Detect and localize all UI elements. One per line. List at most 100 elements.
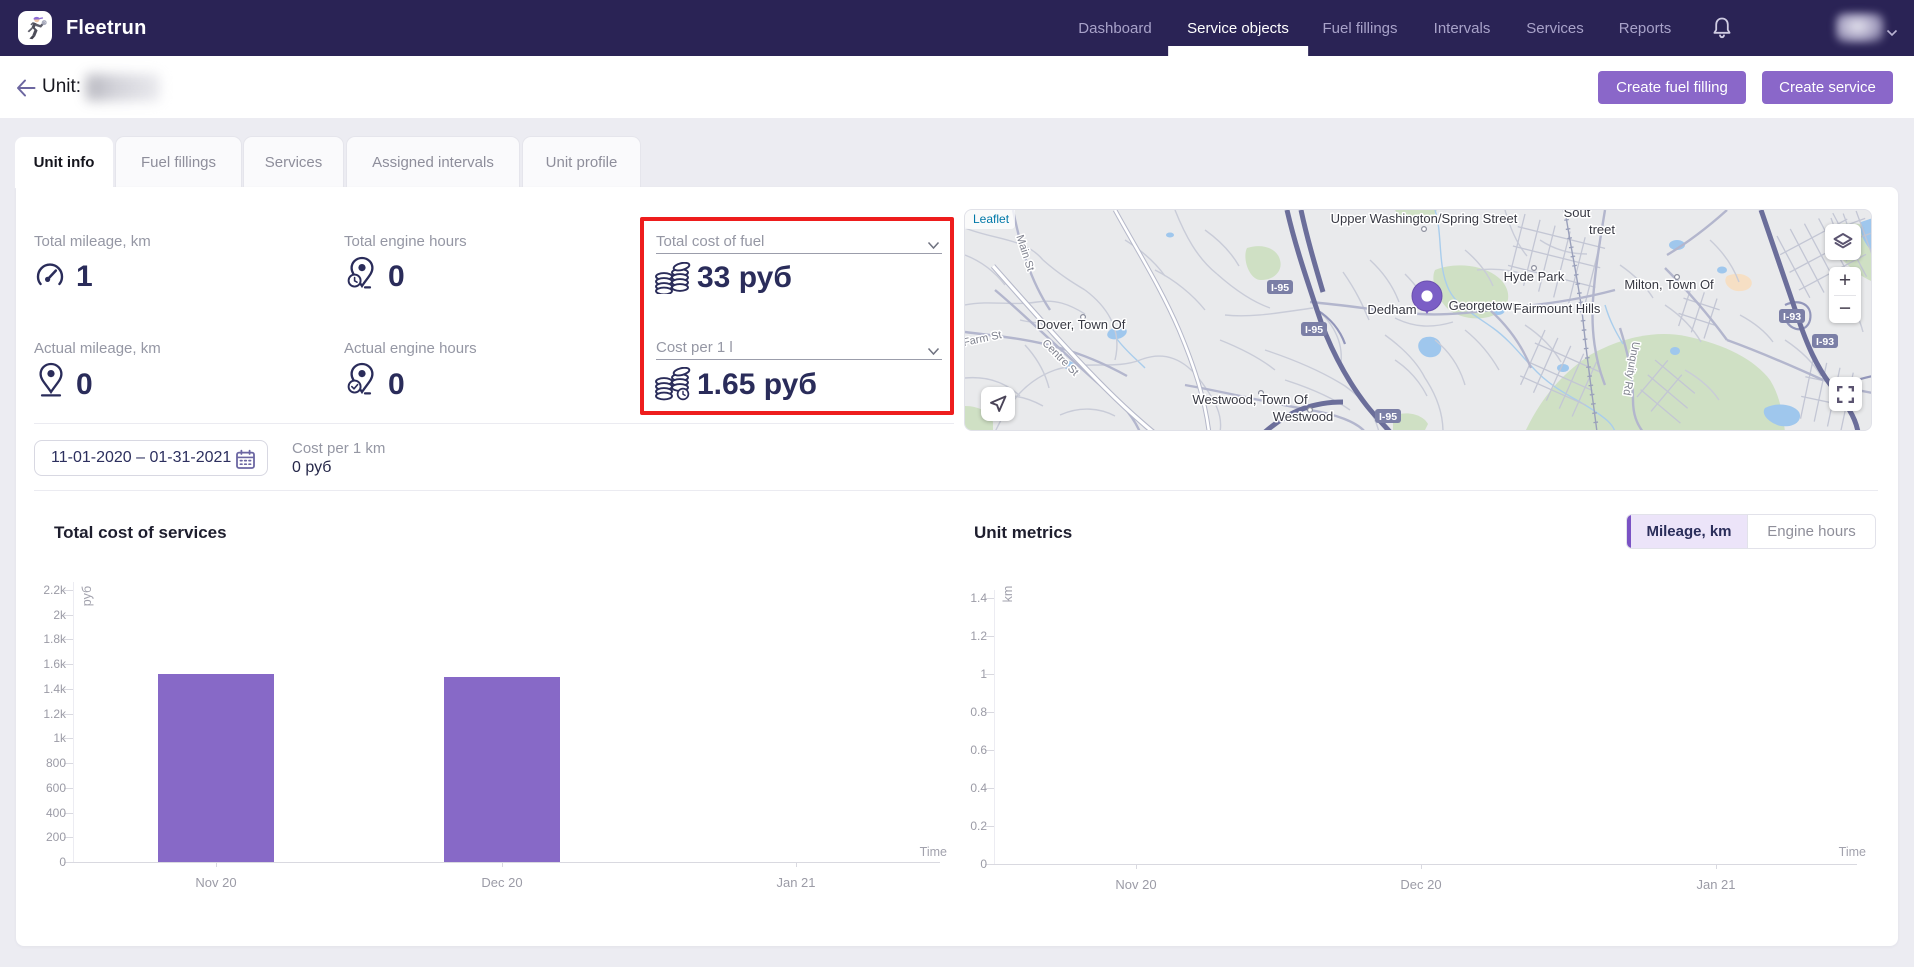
y-axis-name: km bbox=[1001, 585, 1015, 603]
fleetrun-logo-icon[interactable] bbox=[18, 11, 52, 45]
svg-text:I-95: I-95 bbox=[1271, 282, 1289, 294]
svg-text:Hyde Park: Hyde Park bbox=[1504, 269, 1565, 284]
map-locate-button[interactable] bbox=[981, 387, 1015, 421]
chart-title-services: Total cost of services bbox=[54, 523, 227, 542]
toggle-engine-hours[interactable]: Engine hours bbox=[1747, 515, 1875, 548]
x-axis-line bbox=[994, 864, 1857, 865]
metric-label: Actual mileage, km bbox=[34, 340, 161, 357]
fuel-select-label[interactable]: Total cost of fuel bbox=[656, 233, 765, 250]
y-tick-label: 2k bbox=[53, 608, 66, 622]
page-title: Unit: bbox=[42, 76, 82, 97]
tab-assigned-intervals[interactable]: Assigned intervals bbox=[347, 137, 519, 187]
svg-text:treet: treet bbox=[1589, 222, 1615, 237]
metric-value: 0 bbox=[388, 368, 405, 401]
map-tiles: I-95 I-95 I-95 I-93 I-93 Upper Washingto… bbox=[965, 210, 1871, 430]
tab-unit-info[interactable]: Unit info bbox=[15, 137, 113, 188]
y-tick-label: 1.4 bbox=[970, 591, 987, 605]
svg-text:Sout: Sout bbox=[1564, 210, 1591, 220]
calendar-icon[interactable] bbox=[235, 449, 256, 475]
nav-dashboard[interactable]: Dashboard bbox=[1078, 19, 1152, 37]
svg-text:Dedham: Dedham bbox=[1367, 302, 1416, 317]
y-axis-tick bbox=[985, 598, 994, 599]
x-axis-tick bbox=[1136, 864, 1137, 869]
tab-unit-profile[interactable]: Unit profile bbox=[523, 137, 640, 187]
y-tick-label: 600 bbox=[45, 781, 66, 795]
back-arrow-icon[interactable] bbox=[15, 77, 37, 99]
y-axis-tick bbox=[985, 712, 994, 713]
y-axis-tick bbox=[64, 738, 73, 740]
svg-text:Fairmount Hills: Fairmount Hills bbox=[1514, 301, 1601, 316]
create-service-button[interactable]: Create service bbox=[1762, 71, 1893, 104]
x-tick-label: Dec 20 bbox=[1400, 877, 1442, 892]
svg-text:I-95: I-95 bbox=[1379, 411, 1397, 423]
metric-label: Actual engine hours bbox=[344, 340, 477, 357]
y-tick-label: 0 bbox=[59, 855, 66, 869]
nav-services[interactable]: Services bbox=[1526, 19, 1584, 37]
x-tick-label: Nov 20 bbox=[195, 875, 237, 890]
zoom-out-button[interactable]: − bbox=[1838, 297, 1852, 320]
y-axis-tick bbox=[64, 614, 73, 616]
nav-intervals[interactable]: Intervals bbox=[1433, 19, 1491, 37]
create-fuel-filling-button[interactable]: Create fuel filling bbox=[1598, 71, 1746, 104]
unit-header: Unit: Create fuel filling Create service bbox=[0, 56, 1914, 118]
nav-fuel-fillings[interactable]: Fuel fillings bbox=[1322, 19, 1398, 37]
svg-text:Westwood, Town Of: Westwood, Town Of bbox=[1192, 392, 1308, 407]
select-underline bbox=[656, 253, 942, 254]
y-axis-tick bbox=[64, 787, 73, 789]
y-axis-tick bbox=[985, 826, 994, 827]
y-axis-tick bbox=[64, 837, 73, 839]
y-tick-label: 0.2 bbox=[970, 819, 987, 833]
y-axis-tick bbox=[64, 590, 73, 591]
y-axis-tick bbox=[64, 688, 73, 690]
pin-check-icon bbox=[346, 362, 376, 405]
svg-text:Upper Washington/Spring Street: Upper Washington/Spring Street bbox=[1331, 211, 1518, 226]
chart-title-unit-metrics: Unit metrics bbox=[974, 523, 1073, 542]
y-tick-label: 0.6 bbox=[970, 743, 987, 757]
date-range-input[interactable]: 11-01-2020 – 01-31-2021 bbox=[34, 440, 268, 476]
tab-fuel-fillings[interactable]: Fuel fillings bbox=[116, 137, 241, 187]
cost-per-km-value: 0 руб bbox=[292, 459, 332, 476]
fuel-select-label[interactable]: Cost per 1 l bbox=[656, 339, 733, 356]
y-tick-label: 1k bbox=[53, 731, 66, 745]
user-menu-chevron-icon[interactable] bbox=[1886, 24, 1898, 42]
svg-text:Westwood: Westwood bbox=[1273, 409, 1333, 424]
map-zoom-control: + − bbox=[1829, 267, 1861, 323]
y-tick-label: 1.8k bbox=[43, 632, 66, 646]
x-axis-tick bbox=[1716, 864, 1717, 869]
leaflet-attribution[interactable]: Leaflet bbox=[965, 210, 1016, 229]
toggle-mileage-km[interactable]: Mileage, km bbox=[1627, 515, 1747, 548]
bar bbox=[158, 674, 274, 862]
svg-text:Georgetown: Georgetown bbox=[1449, 298, 1520, 313]
bell-icon[interactable] bbox=[1710, 15, 1734, 41]
svg-text:Milton, Town Of: Milton, Town Of bbox=[1624, 277, 1714, 292]
x-tick-label: Jan 21 bbox=[776, 875, 816, 890]
user-avatar[interactable] bbox=[1836, 13, 1884, 43]
cost-per-km-label: Cost per 1 km bbox=[292, 440, 386, 457]
coins-clock-icon bbox=[654, 366, 692, 406]
leaflet-map[interactable]: I-95 I-95 I-95 I-93 I-93 Upper Washingto… bbox=[964, 209, 1872, 431]
map-layers-button[interactable] bbox=[1825, 224, 1861, 260]
map-fullscreen-button[interactable] bbox=[1829, 377, 1862, 411]
brand-title: Fleetrun bbox=[66, 17, 147, 39]
y-tick-label: 400 bbox=[45, 806, 66, 820]
y-axis-line bbox=[73, 582, 74, 862]
divider bbox=[34, 490, 1878, 491]
svg-text:I-95: I-95 bbox=[1305, 324, 1323, 336]
y-tick-label: 800 bbox=[45, 756, 66, 770]
x-tick-label: Dec 20 bbox=[481, 875, 523, 890]
x-axis-name: Time bbox=[919, 845, 947, 859]
top-navbar: Fleetrun Dashboard Service objects Fuel … bbox=[0, 0, 1914, 56]
y-tick-label: 0.4 bbox=[970, 781, 987, 795]
chevron-down-icon[interactable] bbox=[927, 237, 940, 255]
nav-service-objects[interactable]: Service objects bbox=[1168, 0, 1308, 56]
chevron-down-icon[interactable] bbox=[927, 343, 940, 361]
nav-reports[interactable]: Reports bbox=[1618, 19, 1672, 37]
zoom-in-button[interactable]: + bbox=[1838, 269, 1852, 292]
x-axis-tick bbox=[502, 862, 503, 867]
speedometer-icon bbox=[36, 261, 64, 292]
x-axis-tick bbox=[216, 862, 217, 867]
tab-services[interactable]: Services bbox=[244, 137, 343, 187]
x-axis-tick bbox=[796, 862, 797, 867]
metric-label: Total engine hours bbox=[344, 233, 467, 250]
